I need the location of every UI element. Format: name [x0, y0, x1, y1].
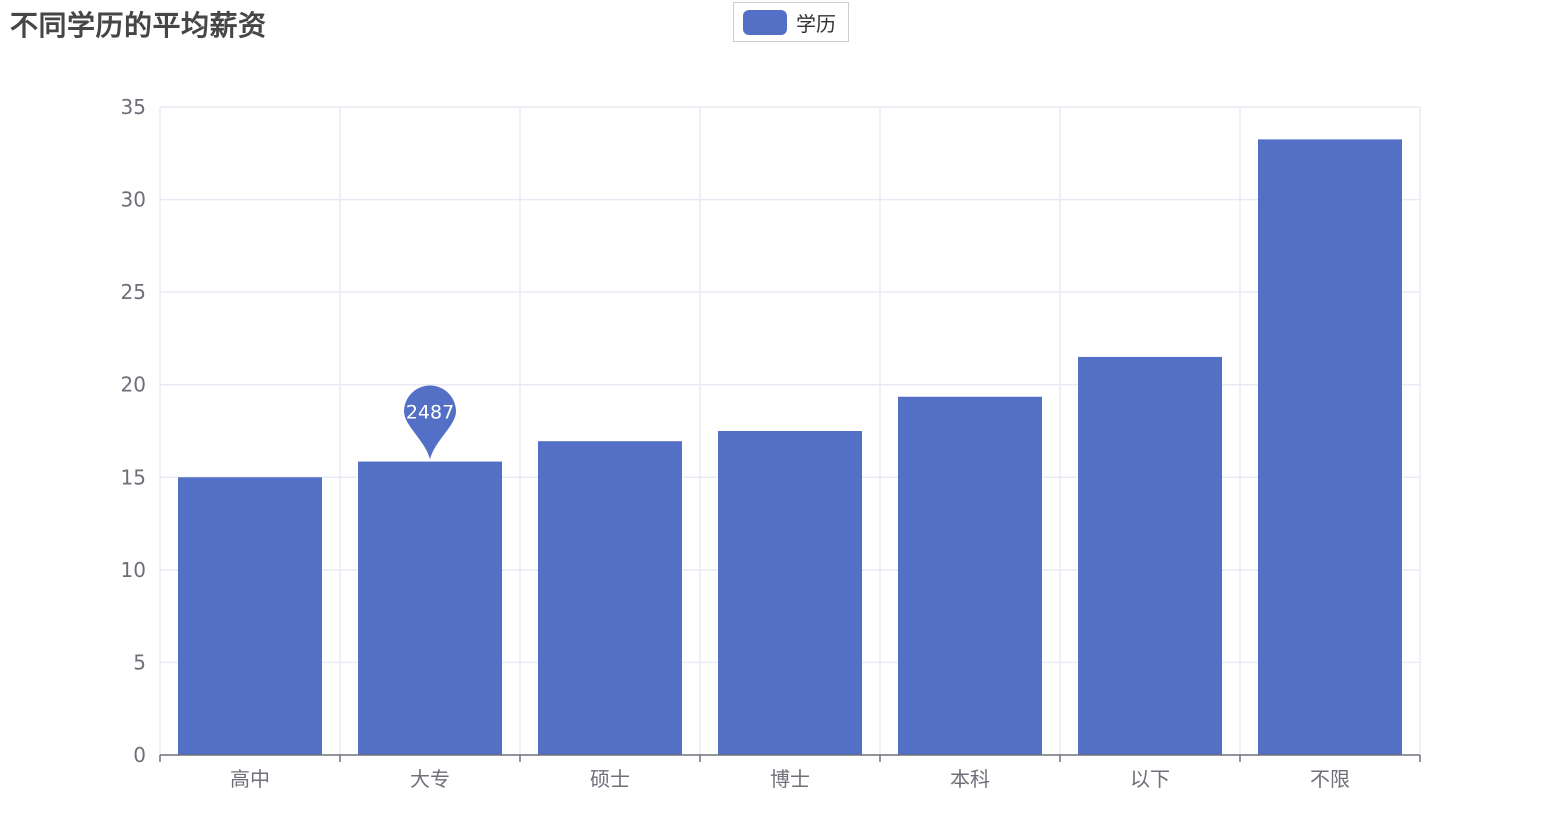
mark-point-label: 2487 — [406, 402, 454, 424]
x-tick-label: 硕士 — [590, 767, 630, 791]
y-tick-label: 5 — [133, 650, 146, 674]
y-tick-label: 10 — [121, 558, 146, 582]
x-tick-label: 高中 — [230, 767, 270, 791]
axes — [159, 754, 1421, 762]
bar — [538, 441, 682, 755]
bar — [898, 396, 1042, 755]
bar — [358, 461, 502, 755]
tick-labels: 0 5 10 15 20 25 30 35 高中 大专 硕士 博士 本科 以下 不限 — [121, 95, 1350, 791]
x-tick-label: 大专 — [410, 767, 450, 791]
y-tick-label: 30 — [121, 188, 146, 212]
y-tick-label: 15 — [121, 465, 146, 489]
chart-title: 不同学历的平均薪资 — [10, 9, 267, 42]
mark-point-pin — [404, 385, 456, 460]
y-tick-label: 0 — [133, 743, 146, 767]
legend-label: 学历 — [796, 11, 836, 36]
x-tick-label: 不限 — [1310, 767, 1350, 791]
bar — [1078, 356, 1222, 755]
y-tick-label: 20 — [121, 373, 146, 397]
x-tick-label: 以下 — [1130, 767, 1170, 791]
bars — [178, 139, 1402, 755]
bar — [1258, 139, 1402, 755]
mark-point: 2487 — [404, 385, 456, 460]
legend-swatch — [743, 9, 787, 35]
x-tick-label: 博士 — [770, 767, 810, 791]
bar — [718, 431, 862, 755]
x-tick-label: 本科 — [950, 767, 990, 791]
legend[interactable]: 学历 — [733, 2, 849, 42]
bar — [178, 477, 322, 755]
mark-points: 2487 — [404, 385, 456, 460]
y-tick-label: 35 — [121, 95, 146, 119]
y-tick-label: 25 — [121, 280, 146, 304]
